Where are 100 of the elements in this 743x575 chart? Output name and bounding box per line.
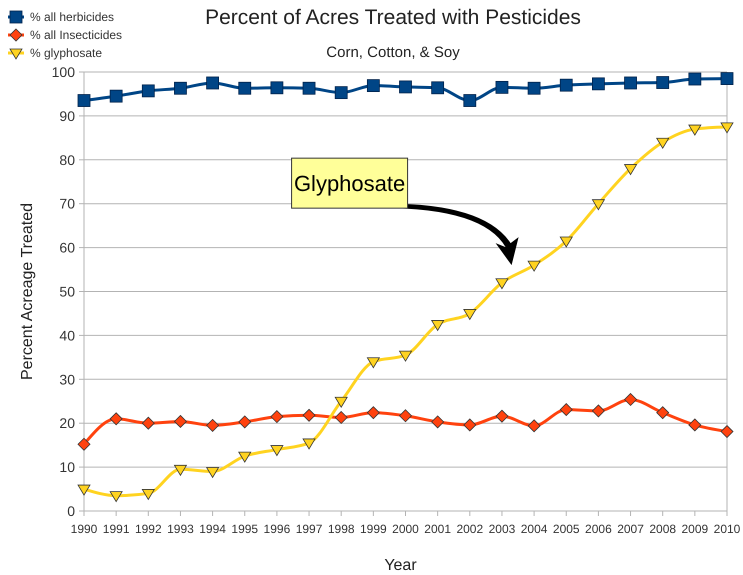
x-tick-label: 2006 (585, 522, 612, 536)
point (431, 81, 444, 94)
point (688, 418, 702, 432)
x-tick-label: 1997 (296, 522, 323, 536)
chart-subtitle: Corn, Cotton, & Soy (326, 44, 460, 61)
point (720, 425, 734, 438)
point (496, 80, 508, 94)
point (560, 78, 573, 92)
y-tick-label: 50 (59, 284, 76, 300)
point (270, 81, 284, 94)
x-tick-label: 1993 (167, 522, 194, 536)
point (174, 82, 187, 95)
point (656, 406, 670, 420)
point (528, 260, 540, 272)
point (334, 396, 348, 408)
y-tick-label: 60 (59, 240, 76, 256)
point (78, 484, 90, 496)
y-tick-label: 20 (59, 415, 76, 432)
point (399, 409, 412, 422)
point (238, 452, 252, 463)
point (656, 76, 670, 89)
point (560, 403, 573, 416)
point (334, 411, 348, 424)
y-tick-label: 0 (67, 503, 76, 519)
y-tick-label: 100 (52, 64, 76, 80)
x-tick-label: 1994 (199, 522, 226, 536)
point (142, 489, 155, 500)
y-tick-label: 10 (59, 459, 76, 476)
point (366, 79, 380, 92)
point (720, 122, 734, 134)
point (238, 82, 252, 95)
point (463, 309, 476, 320)
point (624, 393, 637, 406)
point (688, 72, 702, 86)
point (110, 412, 123, 426)
point (463, 94, 476, 107)
point (270, 410, 284, 424)
x-tick-label: 2005 (552, 522, 580, 536)
chart-title: Percent of Acres Treated with Pesticides (205, 6, 581, 29)
x-tick-label: 2007 (617, 522, 644, 536)
x-tick-label: 2010 (714, 522, 741, 536)
point (142, 84, 155, 98)
x-tick-label: 2009 (682, 522, 709, 536)
x-tick-label: 2004 (520, 522, 548, 536)
point (110, 90, 123, 103)
x-tick-label: 1995 (231, 522, 258, 536)
y-axis-title: Percent Acreage Treated (19, 203, 36, 380)
point (399, 350, 412, 362)
point (592, 77, 605, 90)
x-tick-label: 2003 (488, 522, 516, 536)
point (270, 445, 284, 456)
point (656, 138, 670, 149)
point (624, 164, 637, 175)
point (431, 415, 444, 428)
point (688, 124, 702, 136)
point (592, 199, 605, 210)
point (463, 418, 476, 432)
y-tick-label: 80 (59, 152, 76, 168)
point (206, 418, 219, 432)
x-axis-title: Year (384, 557, 418, 574)
x-tick-label: 1990 (70, 522, 98, 536)
point (78, 94, 90, 107)
legend-label: % glyphosate (30, 46, 102, 60)
point (366, 357, 380, 368)
point (496, 410, 508, 423)
point (334, 86, 348, 100)
point (399, 80, 412, 94)
point (528, 82, 540, 95)
x-tick-label: 2002 (456, 522, 484, 536)
x-tick-label: 1999 (360, 522, 388, 536)
point (238, 415, 252, 428)
point (302, 408, 316, 422)
x-tick-label: 2001 (424, 522, 452, 536)
x-tick-label: 1996 (264, 522, 291, 536)
point (431, 320, 444, 331)
legend-label: % all Insecticides (30, 28, 122, 42)
point (302, 438, 316, 450)
point (624, 76, 637, 90)
point (206, 467, 219, 478)
x-tick-label: 1991 (102, 522, 130, 536)
annotation: Glyphosate (294, 171, 406, 196)
point (560, 236, 573, 248)
point (78, 438, 90, 451)
y-tick-label: 30 (59, 371, 76, 388)
y-tick-label: 70 (59, 196, 76, 212)
x-tick-label: 1998 (328, 522, 355, 536)
point (496, 278, 508, 290)
x-tick-label: 2008 (649, 522, 676, 536)
x-tick-label: 2000 (392, 522, 420, 536)
point (110, 491, 123, 502)
point (174, 464, 187, 476)
point (592, 404, 605, 418)
point (206, 76, 219, 90)
point (366, 406, 380, 420)
y-tick-label: 40 (59, 327, 76, 344)
y-tick-label: 90 (59, 108, 76, 124)
legend-label: % all herbicides (30, 10, 114, 24)
point (720, 72, 734, 85)
point (302, 82, 316, 95)
x-tick-label: 1992 (134, 522, 162, 536)
